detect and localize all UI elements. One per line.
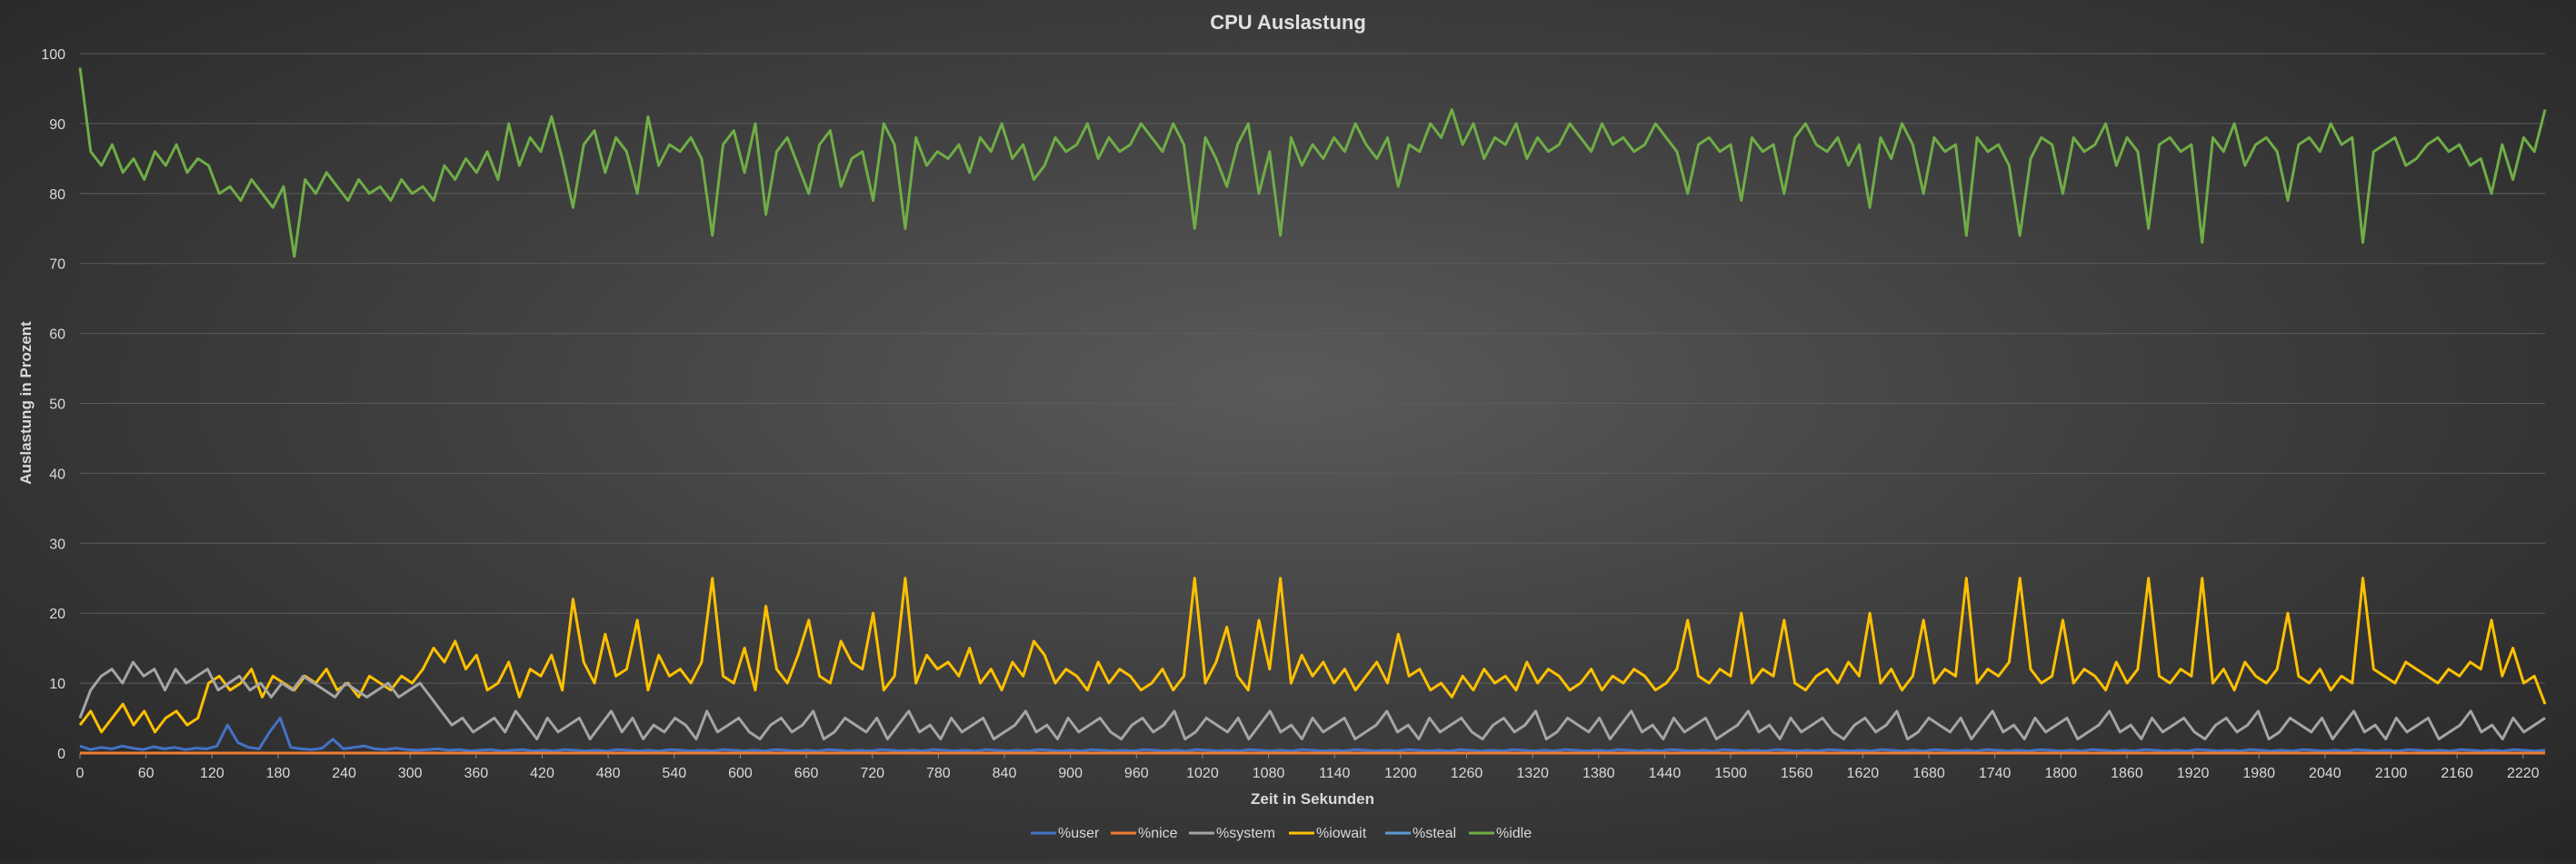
x-tick-label: 240 [332, 766, 356, 781]
y-axis-ticks: 0 10 20 30 40 50 60 70 80 90 100 [41, 47, 65, 762]
x-tick-label: 1860 [2111, 766, 2143, 781]
legend-label: %nice [1138, 826, 1178, 841]
x-tick-label: 2040 [2309, 766, 2341, 781]
y-axis-label: Auslastung in Prozent [17, 321, 35, 485]
x-tick-label: 300 [398, 766, 423, 781]
x-tick-label: 840 [993, 766, 1017, 781]
legend-item-idle[interactable]: %idle [1469, 826, 1532, 841]
x-tick-label: 540 [662, 766, 686, 781]
x-tick-label: 1200 [1384, 766, 1417, 781]
y-tick-label: 10 [49, 677, 65, 692]
x-tick-label: 2100 [2375, 766, 2408, 781]
y-tick-label: 20 [49, 607, 65, 622]
legend-label: %system [1216, 826, 1275, 841]
x-tick-label: 1800 [2044, 766, 2077, 781]
x-tick-label: 1320 [1516, 766, 1549, 781]
legend-label: %user [1058, 826, 1100, 841]
x-tick-label: 2160 [2441, 766, 2473, 781]
grid [80, 53, 2545, 684]
series-line-user [79, 717, 2546, 753]
x-tick-label: 360 [464, 766, 489, 781]
x-tick-label: 1140 [1319, 766, 1351, 781]
legend-label: %iowait [1316, 826, 1367, 841]
x-tick-label: 2220 [2507, 766, 2540, 781]
x-tick-label: 1080 [1253, 766, 1285, 781]
x-tick-label: 1680 [1912, 766, 1945, 781]
legend-item-nice[interactable]: %nice [1111, 826, 1178, 841]
legend-item-user[interactable]: %user [1031, 826, 1100, 841]
chart-title: CPU Auslastung [1210, 11, 1366, 34]
legend-item-steal[interactable]: %steal [1385, 826, 1456, 841]
y-tick-label: 70 [49, 257, 65, 273]
x-tick-label: 1920 [2177, 766, 2210, 781]
x-tick-label: 0 [76, 766, 85, 781]
y-tick-label: 0 [57, 747, 65, 762]
y-tick-label: 90 [49, 117, 65, 133]
series-line-system [78, 660, 2546, 741]
x-axis-label: Zeit in Sekunden [1251, 790, 1374, 808]
x-tick-label: 1980 [2242, 766, 2275, 781]
legend-label: %steal [1413, 826, 1456, 841]
legend-item-iowait[interactable]: %iowait [1289, 826, 1367, 841]
x-tick-label: 660 [794, 766, 819, 781]
x-tick-label: 1380 [1583, 766, 1615, 781]
y-tick-label: 100 [41, 47, 65, 63]
series-line-idle [78, 67, 2547, 258]
y-tick-label: 30 [49, 537, 65, 552]
x-tick-label: 1260 [1451, 766, 1483, 781]
x-tick-label: 600 [728, 766, 753, 781]
x-tick-label: 60 [138, 766, 155, 781]
x-tick-label: 900 [1058, 766, 1083, 781]
x-tick-label: 780 [926, 766, 951, 781]
x-tick-label: 480 [596, 766, 621, 781]
series-layer [78, 67, 2547, 755]
x-tick-label: 1560 [1781, 766, 1813, 781]
x-tick-label: 720 [860, 766, 884, 781]
legend-label: %idle [1496, 826, 1532, 841]
y-tick-label: 50 [49, 397, 65, 413]
x-tick-label: 420 [530, 766, 554, 781]
x-tick-label: 1020 [1186, 766, 1219, 781]
y-tick-label: 40 [49, 467, 65, 482]
series-line-iowait [78, 577, 2547, 734]
y-tick-label: 80 [49, 187, 65, 203]
x-tick-label: 960 [1124, 766, 1149, 781]
x-tick-label: 1500 [1714, 766, 1747, 781]
legend: %user %nice %system %iowait %steal %idle [1031, 826, 1532, 841]
x-tick-label: 1440 [1649, 766, 1682, 781]
x-axis-ticks: 0 60 120 180 240 300 360 420 480 540 600 660 720 780 8… [76, 753, 2540, 781]
x-tick-label: 180 [266, 766, 291, 781]
x-tick-label: 1620 [1847, 766, 1880, 781]
x-tick-label: 120 [200, 766, 225, 781]
legend-item-system[interactable]: %system [1189, 826, 1275, 841]
y-tick-label: 60 [49, 327, 65, 343]
x-tick-label: 1740 [1979, 766, 2012, 781]
